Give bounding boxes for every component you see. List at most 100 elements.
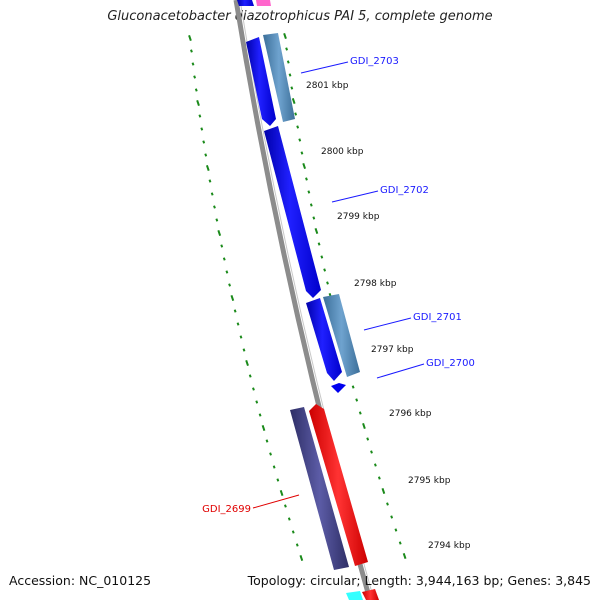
gc-tick bbox=[269, 452, 272, 456]
gc-tick bbox=[239, 335, 243, 339]
scale-tick bbox=[390, 515, 394, 519]
scale-tick bbox=[398, 541, 402, 545]
scale-labels: 2801 kbp 2800 kbp 2799 kbp 2798 kbp 2797… bbox=[306, 81, 471, 551]
gc-tick bbox=[220, 244, 224, 248]
gc-tick bbox=[242, 348, 246, 352]
scale-tick bbox=[312, 216, 316, 220]
gc-tick bbox=[210, 192, 214, 196]
cds-partial-top-pink bbox=[256, 0, 271, 6]
scale-tick bbox=[294, 112, 298, 116]
scale-tick bbox=[358, 411, 362, 415]
cds-gdi-2699-slate bbox=[290, 407, 349, 570]
gene-label-gdi-2703[interactable]: GDI_2703 bbox=[350, 56, 399, 67]
gc-content-track bbox=[188, 34, 304, 562]
scale-tick bbox=[288, 73, 292, 77]
gc-tick bbox=[248, 374, 252, 378]
scale-tick bbox=[373, 463, 377, 467]
gene-labels: GDI_2703 GDI_2702 GDI_2701 GDI_2700 GDI_… bbox=[202, 56, 475, 515]
scale-label: 2799 kbp bbox=[337, 212, 380, 222]
gc-tick bbox=[295, 543, 299, 547]
gc-tick bbox=[228, 283, 231, 287]
gc-tick bbox=[213, 205, 216, 209]
gc-tick bbox=[258, 413, 262, 417]
gene-label-gdi-2699[interactable]: GDI_2699 bbox=[202, 504, 251, 515]
gc-tick bbox=[198, 114, 202, 118]
accession-text: Accession: NC_010125 bbox=[9, 573, 152, 588]
gc-tick bbox=[193, 75, 197, 79]
gc-tick bbox=[265, 439, 269, 443]
scale-label: 2798 kbp bbox=[354, 279, 397, 289]
gc-tick bbox=[245, 359, 249, 367]
gc-tick bbox=[204, 153, 208, 157]
scale-label: 2796 kbp bbox=[389, 409, 432, 419]
gc-tick bbox=[284, 504, 287, 508]
cds-gdi-2699 bbox=[309, 404, 368, 566]
gc-tick bbox=[200, 127, 204, 131]
scale-tick bbox=[381, 487, 386, 495]
gc-tick bbox=[205, 164, 210, 172]
cds-gdi-2702 bbox=[264, 126, 321, 298]
gene-label-leader bbox=[252, 494, 300, 509]
scale-tick bbox=[283, 32, 287, 40]
scale-tick bbox=[296, 125, 300, 129]
gc-tick bbox=[202, 140, 206, 144]
map-title: Gluconacetobacter diazotrophicus PAI 5, … bbox=[107, 9, 493, 24]
scale-tick bbox=[307, 190, 311, 194]
gc-tick bbox=[287, 517, 291, 521]
scale-label: 2797 kbp bbox=[371, 345, 414, 355]
gc-tick bbox=[255, 400, 259, 404]
gc-tick bbox=[208, 179, 212, 183]
scale-tick bbox=[402, 552, 407, 560]
scale-tick bbox=[309, 203, 313, 207]
gc-tick bbox=[222, 257, 226, 261]
scale-tick-track bbox=[283, 32, 407, 560]
genome-summary-text: Topology: circular; Length: 3,944,163 bp… bbox=[247, 573, 591, 588]
scale-tick bbox=[320, 255, 324, 259]
gene-label-gdi-2701[interactable]: GDI_2701 bbox=[413, 312, 462, 323]
gc-tick bbox=[215, 218, 219, 222]
scale-tick bbox=[302, 162, 307, 170]
cds-partial-bottom-red bbox=[362, 589, 379, 600]
scale-tick bbox=[317, 242, 321, 246]
scale-tick bbox=[305, 177, 308, 181]
gc-tick bbox=[299, 554, 304, 562]
gc-tick bbox=[217, 229, 222, 237]
scale-tick bbox=[377, 476, 381, 480]
gene-label-leader bbox=[331, 190, 379, 203]
gene-label-gdi-2700[interactable]: GDI_2700 bbox=[426, 358, 475, 369]
gc-tick bbox=[279, 489, 284, 497]
scale-tick bbox=[355, 398, 359, 402]
cds-gdi-2701-forward bbox=[306, 298, 342, 381]
scale-tick bbox=[370, 450, 373, 454]
scale-tick bbox=[326, 281, 329, 285]
gc-tick bbox=[236, 322, 240, 326]
gc-tick bbox=[196, 99, 200, 107]
gene-label-leader bbox=[376, 363, 425, 379]
cds-gdi-2703-forward bbox=[246, 37, 276, 126]
scale-tick bbox=[314, 227, 319, 235]
cds-gdi-2700 bbox=[331, 383, 346, 393]
gc-tick bbox=[188, 34, 192, 42]
gc-tick bbox=[276, 478, 280, 482]
gc-tick bbox=[252, 387, 255, 391]
scale-label: 2801 kbp bbox=[306, 81, 349, 91]
scale-tick bbox=[386, 502, 389, 506]
scale-tick bbox=[362, 422, 366, 430]
scale-label: 2794 kbp bbox=[428, 541, 471, 551]
scale-tick bbox=[394, 528, 398, 532]
gene-label-gdi-2702[interactable]: GDI_2702 bbox=[380, 185, 429, 196]
scale-tick bbox=[351, 385, 355, 389]
scale-tick bbox=[323, 268, 327, 272]
scale-tick bbox=[366, 437, 370, 441]
scale-label: 2800 kbp bbox=[321, 147, 364, 157]
cds-partial-bottom-cyan bbox=[346, 591, 363, 600]
gc-tick bbox=[191, 62, 195, 66]
scale-tick bbox=[290, 86, 294, 90]
scale-tick bbox=[291, 97, 296, 105]
gc-tick bbox=[230, 294, 235, 302]
gc-tick bbox=[233, 309, 237, 313]
scale-label: 2795 kbp bbox=[408, 476, 451, 486]
gc-tick bbox=[225, 270, 229, 274]
gc-tick bbox=[190, 49, 193, 53]
